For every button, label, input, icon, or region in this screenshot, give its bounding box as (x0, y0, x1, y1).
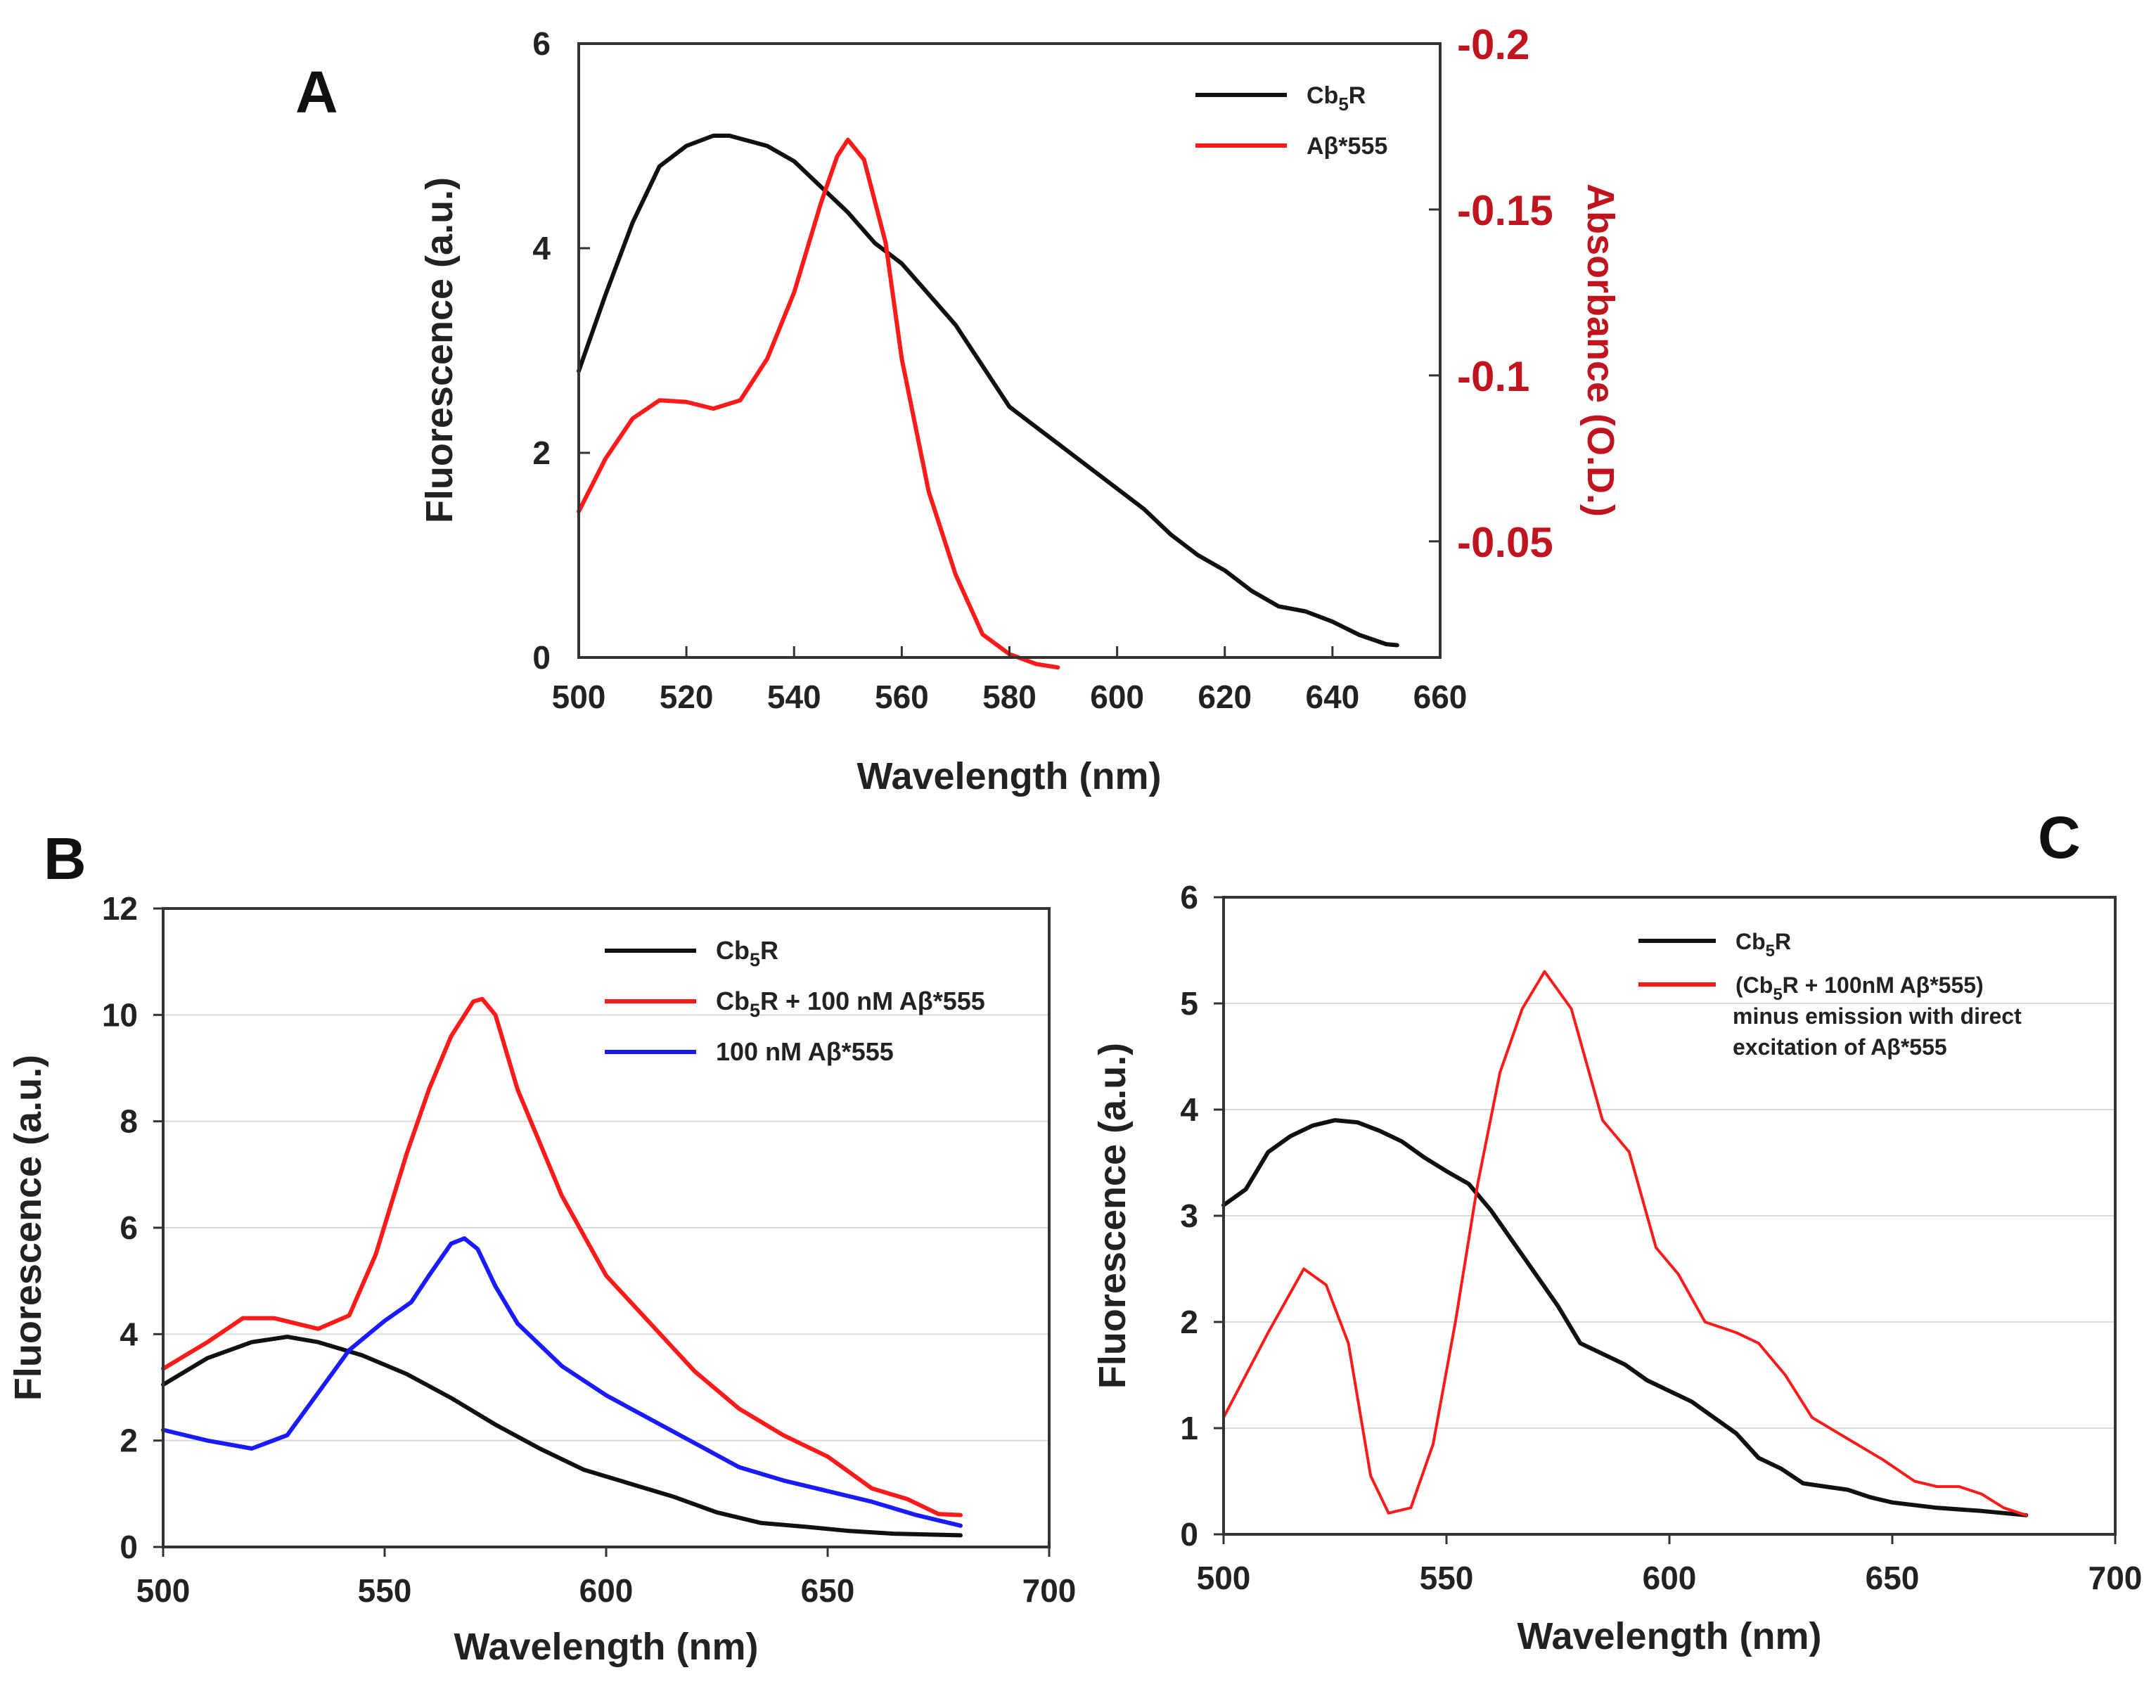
panel-b-x-axis-title: Wavelength (nm) (454, 1626, 758, 1668)
panel-a-series-line-2 (577, 137, 1060, 670)
panel-a-y2-tick-label: -0.1 (1457, 353, 1529, 400)
panel-b-series-line-2 (161, 996, 963, 1517)
panel-label-b: B (44, 826, 86, 892)
panel-b-chart: 500 550 600 650 700 0 2 4 6 8 10 12 Wavelength (nm)… (7, 890, 1076, 1668)
panel-a-x-tick-label: 580 (982, 679, 1037, 715)
panel-a-legend-label-2: Aβ*555 (1307, 133, 1387, 160)
panel-a-x-tick-label: 600 (1090, 679, 1144, 715)
panel-b-y-tick-label: 10 (102, 996, 138, 1033)
panel-c-y-tick-label: 5 (1180, 985, 1198, 1022)
panel-a-x-axis-title: Wavelength (nm) (856, 755, 1161, 797)
panel-a-x-tick-label: 540 (767, 679, 821, 715)
panel-b-x-tick-label: 650 (801, 1572, 855, 1609)
panel-label-c: C (2038, 804, 2081, 871)
panel-c-x-tick-label: 550 (1420, 1560, 1474, 1596)
panel-a-y-tick-label: 0 (532, 639, 551, 676)
panel-a-x-tick-label: 500 (552, 679, 606, 715)
panel-a-y-tick-label: 2 (532, 435, 551, 471)
panel-a-x-tick-label: 520 (660, 679, 714, 715)
panel-b-y-tick-label: 0 (120, 1529, 138, 1565)
panel-b-y-tick-label: 2 (120, 1423, 138, 1459)
panel-b-y-tick-label: 8 (120, 1103, 138, 1140)
panel-c-x-tick-label: 600 (1643, 1560, 1697, 1596)
panel-b-x-tick-label: 550 (358, 1572, 412, 1609)
panel-b-series-line-3 (161, 1236, 963, 1528)
panel-b-series-line-1 (161, 1335, 963, 1538)
panel-a-x-tick-label: 640 (1306, 679, 1360, 715)
panel-a-legend-label-1: Cb5R (1307, 82, 1366, 115)
panel-a-y2-axis-title: Absorbance (O.D.) (1579, 184, 1622, 517)
panel-a-y-tick-label: 6 (532, 25, 551, 62)
panel-b-y-tick-label: 4 (120, 1316, 138, 1352)
panel-c-y-tick-label: 4 (1180, 1091, 1198, 1128)
panel-a-y-tick-label: 4 (532, 230, 551, 267)
panel-b-legend-label-3: 100 nM Aβ*555 (716, 1037, 894, 1066)
panel-a-y2-tick-label: -0.15 (1457, 187, 1553, 234)
panel-b-x-tick-label: 500 (136, 1572, 191, 1609)
panel-c-y-tick-label: 0 (1180, 1516, 1198, 1553)
panel-c-y-tick-label: 3 (1180, 1197, 1198, 1234)
panel-c-y-tick-label: 1 (1180, 1410, 1198, 1446)
panel-c-y-tick-label: 6 (1180, 879, 1198, 916)
panel-a-x-tick-label: 660 (1413, 679, 1468, 715)
panel-b-x-tick-label: 700 (1022, 1572, 1077, 1609)
panel-c-y-tick-label: 2 (1180, 1304, 1198, 1340)
panel-c-x-tick-label: 650 (1866, 1560, 1920, 1596)
panel-c-legend-label-1: Cb5R (1735, 929, 1791, 961)
panel-c-series-line-2 (1222, 970, 2028, 1517)
panel-b-legend-label-1: Cb5R (716, 936, 778, 970)
panel-a-series-line-1 (577, 134, 1399, 648)
panel-a-chart: 500 520 540 560 580 600 620 640 660 0 2 4 6 -0.05 -0.1… (418, 21, 1622, 797)
panel-c-y-axis-title: Fluorescence (a.u.) (1091, 1043, 1134, 1389)
panel-a-y2-tick-label: -0.05 (1457, 519, 1553, 566)
panel-b-x-tick-label: 600 (579, 1572, 634, 1609)
panel-b-legend-label-2: Cb5R + 100 nM Aβ*555 (716, 987, 985, 1021)
panel-label-a: A (295, 59, 338, 125)
panel-b-y-axis-title: Fluorescence (a.u.) (7, 1055, 49, 1401)
panel-c-legend-label-2-line3: excitation of Aβ*555 (1733, 1034, 1947, 1060)
panel-c-x-tick-label: 700 (2088, 1560, 2143, 1596)
panel-c-legend-label-2-line2: minus emission with direct (1733, 1003, 2022, 1029)
panel-b-y-tick-label: 6 (120, 1209, 138, 1246)
panel-c-x-tick-label: 500 (1197, 1560, 1251, 1596)
panel-b-y-tick-label: 12 (102, 890, 138, 927)
panel-c-x-axis-title: Wavelength (nm) (1517, 1615, 1821, 1657)
panel-a-y2-tick-label: -0.2 (1457, 21, 1529, 68)
panel-a-x-tick-label: 620 (1198, 679, 1252, 715)
panel-c-legend-label-2: (Cb5R + 100nM Aβ*555) (1735, 972, 1984, 1004)
panel-c-chart: 500 550 600 650 700 0 1 2 3 4 5 6 Wavelength (nm) F… (1091, 879, 2142, 1657)
panel-c-series-line-1 (1221, 1118, 2029, 1517)
panel-a-y-axis-title: Fluorescence (a.u.) (418, 177, 461, 523)
panel-a-x-tick-label: 560 (875, 679, 929, 715)
